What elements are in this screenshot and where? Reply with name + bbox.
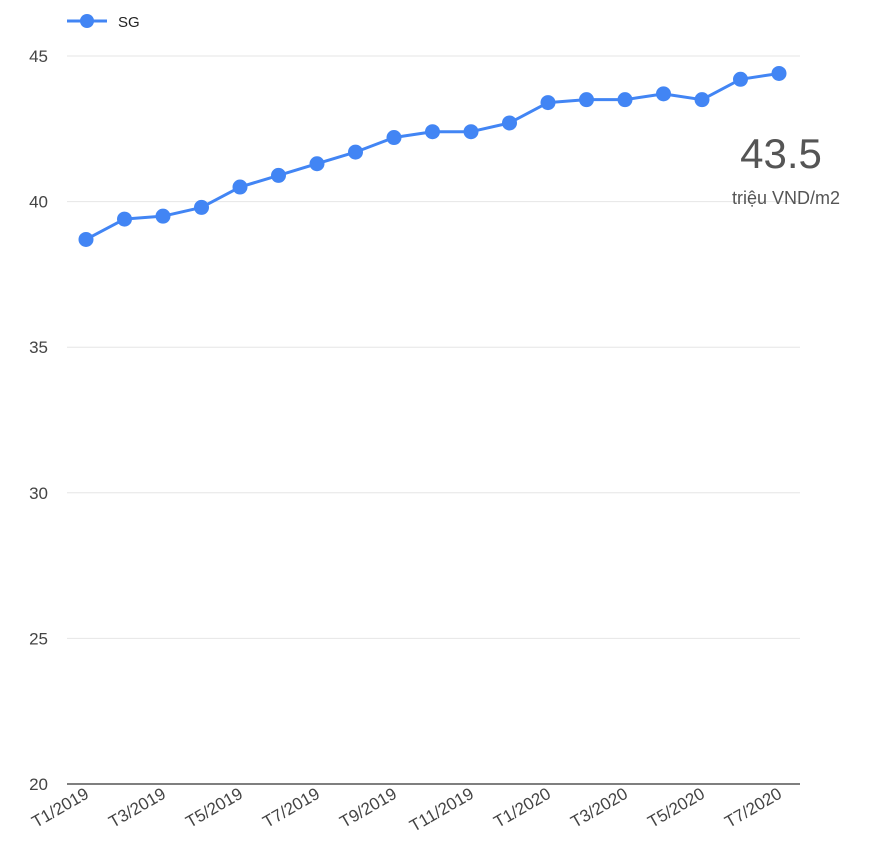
- x-tick-label-T9-2019: T9/2019: [336, 784, 400, 832]
- data-point-T2-2019[interactable]: [117, 211, 132, 227]
- y-tick-label-30: 30: [29, 484, 48, 503]
- x-tick-label-T7-2019: T7/2019: [259, 784, 323, 832]
- data-point-T3-2020[interactable]: [617, 92, 633, 108]
- x-tick-label-T11-2019: T11/2019: [406, 784, 477, 836]
- x-tick-label-T3-2020: T3/2020: [567, 784, 631, 832]
- data-point-T8-2019[interactable]: [348, 144, 363, 160]
- series-line-sg: [85, 71, 780, 241]
- callout-unit: triệu VND/m2: [732, 188, 840, 208]
- y-tick-label-45: 45: [29, 47, 48, 66]
- data-point-T7-2020[interactable]: [771, 65, 787, 81]
- y-tick-label-40: 40: [29, 193, 48, 212]
- data-point-T6-2020[interactable]: [733, 71, 748, 87]
- x-tick-label-T5-2019: T5/2019: [182, 784, 246, 832]
- callout-value: 43.5: [740, 130, 822, 177]
- data-point-T4-2019[interactable]: [194, 199, 209, 215]
- data-point-T5-2019[interactable]: [232, 179, 248, 195]
- data-point-T1-2019[interactable]: [78, 231, 94, 247]
- data-point-T11-2019[interactable]: [463, 124, 479, 140]
- x-axis-ticks: T1/2019 T3/2019 T5/2019 T7/2019 T9/2019 T11/2…: [28, 784, 785, 836]
- data-point-T1-2020[interactable]: [540, 95, 556, 111]
- y-axis-ticks: 20 25 30 35 40 45: [29, 47, 48, 794]
- data-point-T2-2020[interactable]: [579, 92, 594, 108]
- y-tick-label-20: 20: [29, 775, 48, 794]
- x-tick-label-T1-2020: T1/2020: [490, 784, 554, 832]
- legend-marker: [80, 14, 94, 28]
- data-point-T6-2019[interactable]: [271, 167, 286, 183]
- data-point-T5-2020[interactable]: [694, 92, 710, 108]
- x-tick-label-T3-2019: T3/2019: [105, 784, 169, 832]
- y-tick-label-25: 25: [29, 629, 48, 648]
- data-point-T10-2019[interactable]: [425, 124, 440, 140]
- data-point-T7-2019[interactable]: [309, 156, 325, 172]
- gridlines: [67, 55, 800, 639]
- legend-label-sg: SG: [118, 14, 140, 31]
- x-tick-label-T5-2020: T5/2020: [644, 784, 708, 832]
- legend[interactable]: SG: [67, 14, 140, 31]
- y-tick-label-35: 35: [29, 338, 48, 357]
- x-tick-label-T7-2020: T7/2020: [721, 784, 785, 832]
- series-sg: [78, 65, 787, 247]
- data-point-T12-2019[interactable]: [502, 115, 517, 131]
- data-point-T4-2020[interactable]: [656, 86, 671, 102]
- data-point-T9-2019[interactable]: [386, 130, 402, 146]
- data-point-T3-2019[interactable]: [155, 208, 171, 224]
